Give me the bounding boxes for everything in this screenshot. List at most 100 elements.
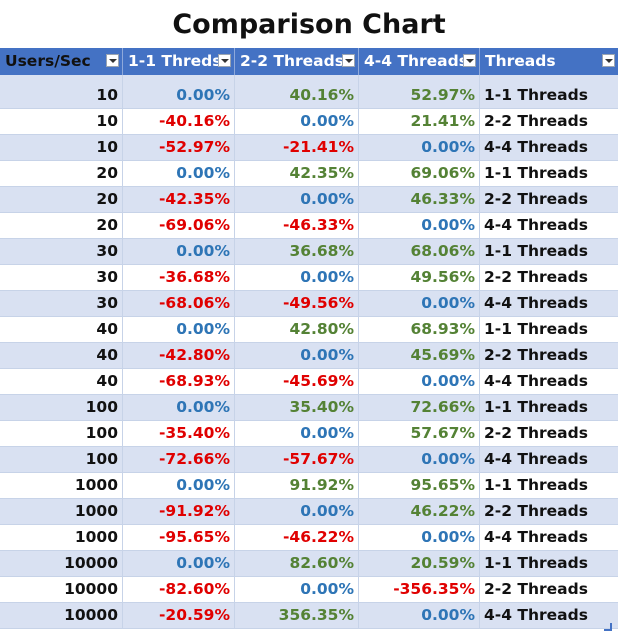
threads-2-2-cell[interactable]: 0.00% — [235, 109, 359, 135]
threads-cell[interactable]: 4-4 Threads — [480, 135, 618, 161]
users-sec-cell[interactable]: 40 — [0, 343, 123, 369]
threads-cell[interactable]: 1-1 Threads — [480, 473, 618, 499]
threds-1-1-cell[interactable]: 0.00% — [123, 239, 235, 265]
threads-4-4-cell[interactable]: 52.97% — [359, 75, 480, 109]
threads-2-2-cell[interactable]: 0.00% — [235, 265, 359, 291]
threads-4-4-cell[interactable]: 68.06% — [359, 239, 480, 265]
users-sec-cell[interactable]: 40 — [0, 369, 123, 395]
users-sec-cell[interactable]: 40 — [0, 317, 123, 343]
threds-1-1-cell[interactable]: -42.35% — [123, 187, 235, 213]
header-users-sec[interactable]: Users/Sec — [0, 48, 123, 75]
users-sec-cell[interactable]: 20 — [0, 187, 123, 213]
users-sec-cell[interactable]: 30 — [0, 265, 123, 291]
threads-2-2-cell[interactable]: 42.80% — [235, 317, 359, 343]
threads-cell[interactable]: 1-1 Threads — [480, 317, 618, 343]
threds-1-1-cell[interactable]: 0.00% — [123, 473, 235, 499]
users-sec-cell[interactable]: 30 — [0, 239, 123, 265]
threads-2-2-cell[interactable]: 35.40% — [235, 395, 359, 421]
threads-2-2-cell[interactable]: -21.41% — [235, 135, 359, 161]
threads-4-4-cell[interactable]: 69.06% — [359, 161, 480, 187]
threds-1-1-cell[interactable]: -40.16% — [123, 109, 235, 135]
threads-4-4-cell[interactable]: 0.00% — [359, 369, 480, 395]
threads-2-2-cell[interactable]: 0.00% — [235, 343, 359, 369]
threds-1-1-cell[interactable]: 0.00% — [123, 317, 235, 343]
users-sec-cell[interactable]: 100 — [0, 395, 123, 421]
threds-1-1-cell[interactable]: -68.06% — [123, 291, 235, 317]
threads-2-2-cell[interactable]: 0.00% — [235, 187, 359, 213]
threds-1-1-cell[interactable]: -35.40% — [123, 421, 235, 447]
threads-cell[interactable]: 4-4 Threads — [480, 369, 618, 395]
threds-1-1-cell[interactable]: -91.92% — [123, 499, 235, 525]
threads-cell[interactable]: 4-4 Threads — [480, 603, 618, 629]
threds-1-1-cell[interactable]: -20.59% — [123, 603, 235, 629]
threads-cell[interactable]: 1-1 Threads — [480, 75, 618, 109]
users-sec-cell[interactable]: 100 — [0, 421, 123, 447]
threads-4-4-cell[interactable]: 0.00% — [359, 525, 480, 551]
threads-4-4-cell[interactable]: 46.33% — [359, 187, 480, 213]
threads-4-4-cell[interactable]: 0.00% — [359, 291, 480, 317]
threds-1-1-cell[interactable]: 0.00% — [123, 75, 235, 109]
threds-1-1-cell[interactable]: -95.65% — [123, 525, 235, 551]
threads-cell[interactable]: 1-1 Threads — [480, 551, 618, 577]
header-threads[interactable]: Threads — [480, 48, 618, 75]
threads-cell[interactable]: 2-2 Threads — [480, 577, 618, 603]
table-resize-handle-icon[interactable] — [604, 623, 612, 631]
threads-cell[interactable]: 1-1 Threads — [480, 161, 618, 187]
threds-1-1-cell[interactable]: 0.00% — [123, 161, 235, 187]
threads-2-2-cell[interactable]: 42.35% — [235, 161, 359, 187]
threads-4-4-cell[interactable]: 95.65% — [359, 473, 480, 499]
threads-4-4-cell[interactable]: -356.35% — [359, 577, 480, 603]
threads-2-2-cell[interactable]: 0.00% — [235, 421, 359, 447]
threads-4-4-cell[interactable]: 0.00% — [359, 135, 480, 161]
threads-2-2-cell[interactable]: 356.35% — [235, 603, 359, 629]
header-4-4-threads[interactable]: 4-4 Threads — [359, 48, 480, 75]
users-sec-cell[interactable]: 100 — [0, 447, 123, 473]
threds-1-1-cell[interactable]: -42.80% — [123, 343, 235, 369]
threads-cell[interactable]: 2-2 Threads — [480, 343, 618, 369]
header-1-1-threds[interactable]: 1-1 Threds — [123, 48, 235, 75]
threads-cell[interactable]: 1-1 Threads — [480, 239, 618, 265]
users-sec-cell[interactable]: 10000 — [0, 551, 123, 577]
threads-4-4-cell[interactable]: 68.93% — [359, 317, 480, 343]
threads-cell[interactable]: 2-2 Threads — [480, 421, 618, 447]
users-sec-cell[interactable]: 20 — [0, 161, 123, 187]
threds-1-1-cell[interactable]: 0.00% — [123, 551, 235, 577]
threads-cell[interactable]: 2-2 Threads — [480, 187, 618, 213]
threads-2-2-cell[interactable]: -45.69% — [235, 369, 359, 395]
filter-dropdown-icon[interactable] — [602, 54, 615, 67]
threads-4-4-cell[interactable]: 49.56% — [359, 265, 480, 291]
threads-2-2-cell[interactable]: -46.33% — [235, 213, 359, 239]
threds-1-1-cell[interactable]: -72.66% — [123, 447, 235, 473]
threads-4-4-cell[interactable]: 0.00% — [359, 603, 480, 629]
threads-cell[interactable]: 1-1 Threads — [480, 395, 618, 421]
threads-2-2-cell[interactable]: -49.56% — [235, 291, 359, 317]
threads-cell[interactable]: 2-2 Threads — [480, 499, 618, 525]
threads-2-2-cell[interactable]: 0.00% — [235, 577, 359, 603]
threads-4-4-cell[interactable]: 57.67% — [359, 421, 480, 447]
filter-dropdown-icon[interactable] — [106, 54, 119, 67]
threads-cell[interactable]: 2-2 Threads — [480, 109, 618, 135]
users-sec-cell[interactable]: 1000 — [0, 525, 123, 551]
threds-1-1-cell[interactable]: 0.00% — [123, 395, 235, 421]
threads-4-4-cell[interactable]: 72.66% — [359, 395, 480, 421]
threads-2-2-cell[interactable]: 40.16% — [235, 75, 359, 109]
threads-4-4-cell[interactable]: 21.41% — [359, 109, 480, 135]
threds-1-1-cell[interactable]: -36.68% — [123, 265, 235, 291]
threads-cell[interactable]: 2-2 Threads — [480, 265, 618, 291]
users-sec-cell[interactable]: 1000 — [0, 499, 123, 525]
threads-2-2-cell[interactable]: 82.60% — [235, 551, 359, 577]
threads-2-2-cell[interactable]: 0.00% — [235, 499, 359, 525]
users-sec-cell[interactable]: 10 — [0, 75, 123, 109]
threads-2-2-cell[interactable]: -46.22% — [235, 525, 359, 551]
header-2-2-threads[interactable]: 2-2 Threads — [235, 48, 359, 75]
users-sec-cell[interactable]: 1000 — [0, 473, 123, 499]
threads-4-4-cell[interactable]: 45.69% — [359, 343, 480, 369]
filter-dropdown-icon[interactable] — [218, 54, 231, 67]
threads-4-4-cell[interactable]: 0.00% — [359, 213, 480, 239]
threads-cell[interactable]: 4-4 Threads — [480, 291, 618, 317]
threads-4-4-cell[interactable]: 20.59% — [359, 551, 480, 577]
threds-1-1-cell[interactable]: -82.60% — [123, 577, 235, 603]
threads-4-4-cell[interactable]: 0.00% — [359, 447, 480, 473]
threds-1-1-cell[interactable]: -52.97% — [123, 135, 235, 161]
filter-dropdown-icon[interactable] — [463, 54, 476, 67]
